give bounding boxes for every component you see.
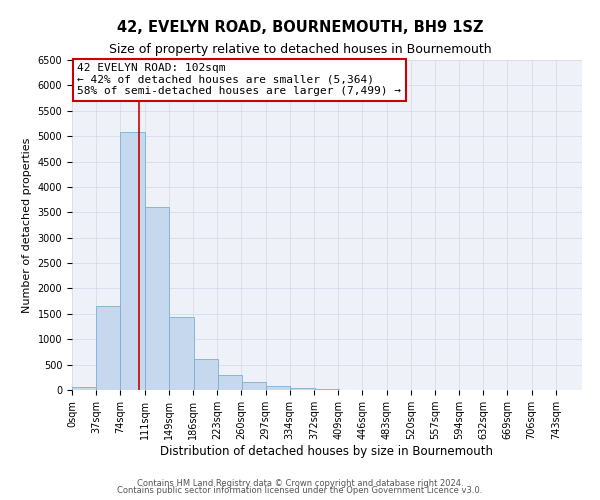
Text: 42 EVELYN ROAD: 102sqm
← 42% of detached houses are smaller (5,364)
58% of semi-: 42 EVELYN ROAD: 102sqm ← 42% of detached…	[77, 64, 401, 96]
Bar	[121, 132, 145, 390]
Text: Contains public sector information licensed under the Open Government Licence v3: Contains public sector information licen…	[118, 486, 482, 495]
Text: Contains HM Land Registry data © Crown copyright and database right 2024.: Contains HM Land Registry data © Crown c…	[137, 478, 463, 488]
Bar	[96, 306, 121, 390]
Text: Size of property relative to detached houses in Bournemouth: Size of property relative to detached ho…	[109, 42, 491, 56]
Bar	[194, 359, 218, 390]
Text: 42, EVELYN ROAD, BOURNEMOUTH, BH9 1SZ: 42, EVELYN ROAD, BOURNEMOUTH, BH9 1SZ	[117, 20, 483, 35]
Bar	[218, 375, 242, 390]
Y-axis label: Number of detached properties: Number of detached properties	[22, 138, 32, 312]
Bar	[242, 382, 266, 390]
Bar	[290, 388, 314, 390]
X-axis label: Distribution of detached houses by size in Bournemouth: Distribution of detached houses by size …	[161, 445, 493, 458]
Bar	[145, 207, 169, 390]
Bar	[72, 388, 96, 390]
Bar	[169, 318, 194, 390]
Bar	[266, 386, 290, 390]
